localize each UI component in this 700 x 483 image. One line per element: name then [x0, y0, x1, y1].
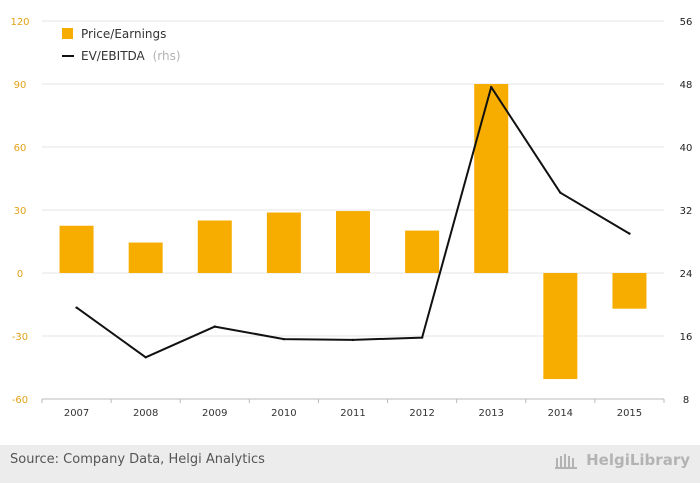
legend-label-price-earnings: Price/Earnings — [81, 27, 166, 41]
footer: Source: Company Data, Helgi Analytics He… — [0, 445, 700, 483]
logo-text: HelgiLibrary — [586, 451, 690, 469]
legend-label-ev-ebitda: EV/EBITDA — [81, 49, 146, 63]
x-axis-tick-label: 2009 — [202, 408, 227, 419]
line-layer — [75, 85, 631, 359]
left-axis-tick-label: -60 — [12, 395, 28, 406]
bar — [543, 273, 578, 380]
left-axis-tick-label: 0 — [17, 269, 23, 280]
right-axis-tick-label: 32 — [680, 206, 693, 217]
legend-label-rhs: (rhs) — [153, 49, 181, 63]
x-axis-tick-label: 2011 — [340, 408, 365, 419]
right-axis-tick-label: 56 — [680, 17, 693, 28]
legend: Price/Earnings EV/EBITDA (rhs) — [62, 27, 181, 63]
right-axis-tick-label: 24 — [680, 269, 693, 280]
x-axis-tick-label: 2008 — [133, 408, 158, 419]
bar — [197, 220, 232, 273]
left-axis-tick-label: 30 — [14, 206, 27, 217]
ev-ebitda-point — [628, 232, 631, 235]
bar — [128, 242, 163, 273]
ev-ebitda-point — [490, 85, 493, 89]
library-icon — [555, 454, 578, 469]
source-note: Source: Company Data, Helgi Analytics — [10, 452, 265, 467]
right-axis-tick-label: 8 — [683, 395, 689, 406]
x-axis-tick-label: 2010 — [271, 408, 296, 419]
x-axis-tick-label: 2007 — [64, 408, 89, 419]
bar — [474, 84, 509, 273]
left-axis-tick-label: 60 — [14, 143, 27, 154]
bar — [336, 211, 370, 273]
x-axis-tick-label: 2012 — [409, 408, 434, 419]
right-axis-tick-label: 48 — [680, 80, 693, 91]
ev-ebitda-point — [144, 356, 147, 359]
ev-ebitda-point — [351, 338, 355, 342]
left-axis-tick-label: 120 — [10, 17, 29, 28]
x-axis-tick-label: 2014 — [548, 408, 573, 419]
chart: -60 -30 0 30 60 90 120 8 16 24 32 40 48 56 2007 2008 200… — [10, 17, 692, 419]
ev-ebitda-point — [559, 191, 562, 194]
right-axis-tick-label: 40 — [680, 143, 693, 154]
ev-ebitda-point — [420, 336, 424, 339]
axes-layer — [41, 398, 665, 403]
x-axis-tick-label: 2015 — [617, 408, 642, 419]
bar — [266, 212, 301, 273]
bar — [59, 225, 94, 273]
x-axis-tick-label: 2013 — [478, 408, 503, 419]
ev-ebitda-point — [75, 306, 78, 309]
labels-layer: -60 -30 0 30 60 90 120 8 16 24 32 40 48 56 2007 2008 200… — [10, 17, 692, 419]
left-axis-tick-label: 90 — [14, 80, 27, 91]
bars-layer — [59, 84, 647, 380]
bar — [405, 230, 440, 273]
bar — [612, 273, 647, 309]
left-axis-tick-label: -30 — [12, 332, 28, 343]
ev-ebitda-point — [213, 325, 216, 328]
ev-ebitda-point — [282, 337, 286, 341]
right-axis-tick-label: 16 — [680, 332, 693, 343]
helgi-library-logo[interactable]: HelgiLibrary — [554, 450, 690, 470]
legend-swatch-price-earnings — [62, 28, 73, 39]
legend-label-ev-ebitda-group: EV/EBITDA (rhs) — [81, 49, 181, 63]
